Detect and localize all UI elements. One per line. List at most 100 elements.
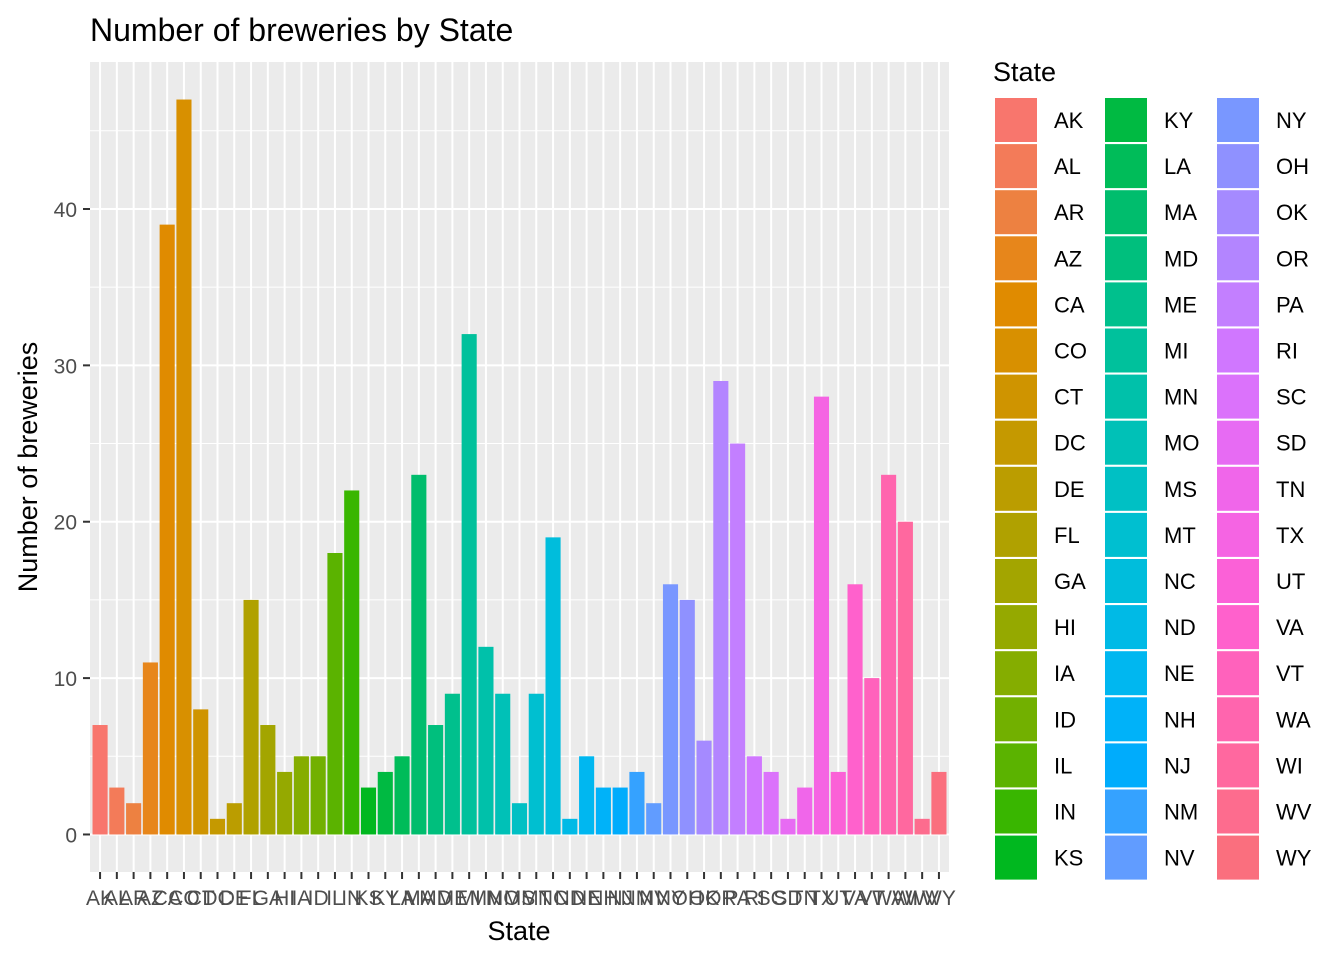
x-tick-label: PA [724, 887, 750, 910]
x-tick-label: AZ [137, 887, 164, 910]
legend-label-or: OR [1276, 246, 1309, 271]
x-tick-label: MD [419, 887, 452, 910]
legend-label-fl: FL [1054, 523, 1080, 548]
legend-key-wy [1217, 835, 1259, 880]
bar-nv [646, 803, 662, 835]
x-tick-label: SD [773, 887, 802, 910]
legend-label-il: IL [1054, 753, 1072, 778]
legend-key-nd [1105, 605, 1147, 650]
legend-key-nm [1105, 789, 1147, 834]
legend-label-hi: HI [1054, 615, 1076, 640]
x-tick-label: WI [893, 887, 919, 910]
bar-vt [864, 678, 880, 835]
legend-label-ks: KS [1054, 846, 1083, 871]
legend-key-va [1217, 605, 1259, 650]
legend-key-sc [1217, 374, 1259, 419]
bar-mo [495, 693, 511, 835]
bar-ma [411, 474, 427, 835]
legend-label-ri: RI [1276, 339, 1298, 364]
bar-nc [545, 537, 561, 835]
legend-label-va: VA [1276, 615, 1304, 640]
bar-ut [830, 771, 846, 835]
x-tick-label: WV [905, 887, 939, 910]
legend-key-ky [1105, 98, 1147, 142]
legend-label-pa: PA [1276, 292, 1304, 317]
legend-key-ne [1105, 651, 1147, 696]
bar-mn [478, 646, 494, 835]
legend-label-co: CO [1054, 339, 1087, 364]
legend-key-ok [1217, 190, 1259, 235]
bar-hi [277, 771, 293, 835]
legend-key-mi [1105, 328, 1147, 373]
legend-label-me: ME [1164, 292, 1197, 317]
legend-key-nh [1105, 697, 1147, 742]
legend-label-ga: GA [1054, 569, 1086, 594]
legend-label-md: MD [1164, 246, 1198, 271]
x-tick-label: OK [689, 887, 719, 910]
legend-key-ia [995, 651, 1037, 696]
legend-label-oh: OH [1276, 154, 1309, 179]
legend-label-ms: MS [1164, 477, 1197, 502]
legend-label-ak: AK [1054, 108, 1084, 133]
x-tick-label: MO [486, 887, 520, 910]
legend-label-la: LA [1164, 154, 1191, 179]
legend-label-az: AZ [1054, 246, 1082, 271]
bar-nh [595, 787, 611, 835]
x-tick-label: OR [705, 887, 737, 910]
x-tick-label: CO [168, 887, 200, 910]
bar-va [847, 584, 863, 835]
legend-key-tn [1217, 466, 1259, 511]
legend-key-ak [995, 98, 1037, 142]
legend-key-nv [1105, 835, 1147, 880]
x-tick-label: KS [354, 887, 382, 910]
bar-wa [881, 474, 897, 835]
legend-label-ut: UT [1276, 569, 1305, 594]
legend-key-me [1105, 282, 1147, 327]
bar-fl [243, 599, 259, 835]
legend-key-pa [1217, 282, 1259, 327]
bar-wy [931, 771, 947, 835]
x-tick-label: HI [274, 887, 295, 910]
x-tick-label: VA [842, 887, 868, 910]
bar-ga [260, 725, 276, 835]
legend-key-wi [1217, 743, 1259, 788]
x-tick-label: WA [872, 887, 905, 910]
x-tick-label: DE [220, 887, 249, 910]
bar-il [327, 553, 343, 835]
legend-label-wy: WY [1276, 846, 1312, 871]
x-tick-label: GA [253, 887, 283, 910]
legend: AK AL AR AZ CA CO CT DC DE FL GA HI IA ID IL IN KS KY LA MA… [995, 98, 1312, 880]
x-tick-label: AL [104, 887, 130, 910]
y-axis-title: Number of breweries [13, 342, 43, 593]
legend-label-sd: SD [1276, 431, 1307, 456]
legend-label-nm: NM [1164, 800, 1198, 825]
chart-title: Number of breweries by State [90, 12, 513, 48]
bar-nd [562, 818, 578, 835]
legend-key-oh [1217, 144, 1259, 189]
legend-label-nj: NJ [1164, 753, 1191, 778]
legend-key-mo [1105, 420, 1147, 465]
legend-key-vt [1217, 651, 1259, 696]
bar-in [344, 490, 360, 835]
bar-pa [730, 443, 746, 835]
legend-label-nv: NV [1164, 846, 1195, 871]
legend-label-wi: WI [1276, 753, 1303, 778]
legend-key-mn [1105, 374, 1147, 419]
x-tick-label: ME [437, 887, 469, 910]
legend-key-la [1105, 144, 1147, 189]
legend-key-nj [1105, 743, 1147, 788]
legend-label-ma: MA [1164, 200, 1197, 225]
x-tick-label: MT [521, 887, 551, 910]
legend-label-tx: TX [1276, 523, 1304, 548]
legend-key-ma [1105, 190, 1147, 235]
y-tick-label: 30 [54, 355, 77, 378]
bars [92, 99, 947, 835]
x-tick-label: IL [326, 887, 344, 910]
bar-ks [360, 787, 377, 835]
x-tick-label: NJ [607, 887, 633, 910]
legend-label-tn: TN [1276, 477, 1305, 502]
legend-key-co [995, 328, 1037, 373]
legend-label-nh: NH [1164, 707, 1196, 732]
x-tick-label: NY [656, 887, 685, 910]
